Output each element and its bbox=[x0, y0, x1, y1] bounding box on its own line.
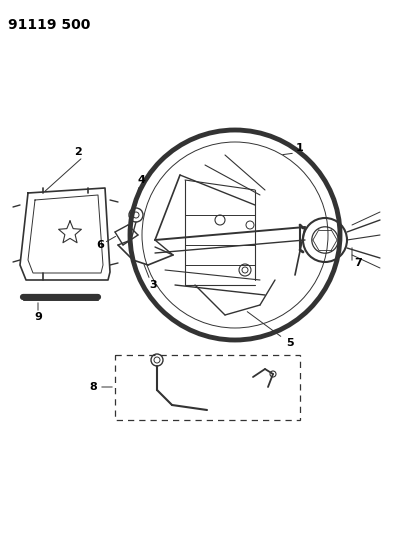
Text: 7: 7 bbox=[354, 258, 362, 268]
Text: 2: 2 bbox=[74, 147, 82, 157]
Text: 8: 8 bbox=[89, 382, 97, 392]
Bar bbox=[115, 355, 300, 420]
Text: 6: 6 bbox=[96, 240, 104, 250]
Text: 5: 5 bbox=[286, 338, 294, 348]
Text: 3: 3 bbox=[149, 280, 157, 290]
Text: 9: 9 bbox=[34, 312, 42, 322]
Text: 1: 1 bbox=[296, 143, 304, 153]
Text: 91119 500: 91119 500 bbox=[8, 18, 90, 32]
Text: 4: 4 bbox=[137, 175, 145, 185]
